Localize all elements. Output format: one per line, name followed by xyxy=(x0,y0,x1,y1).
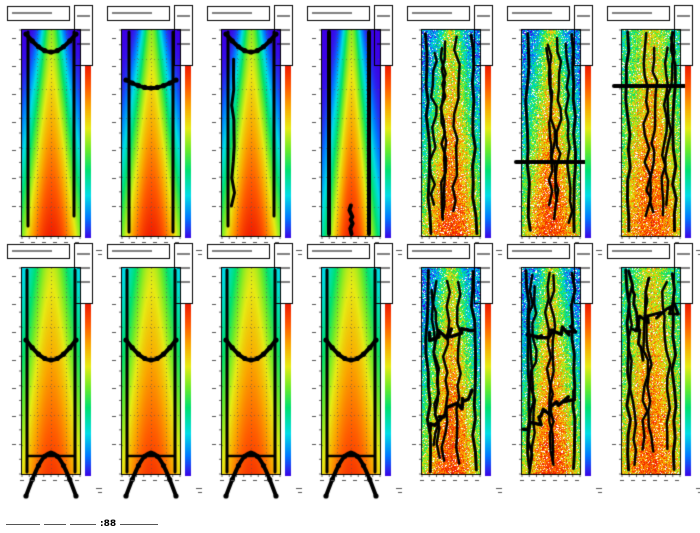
footer-caption: :88 xyxy=(6,518,159,530)
footer-rule xyxy=(44,523,66,525)
footer-rule xyxy=(70,523,96,525)
footer-rule xyxy=(6,523,40,525)
footer-rule xyxy=(120,523,159,525)
footer-mark: :88 xyxy=(100,518,117,529)
